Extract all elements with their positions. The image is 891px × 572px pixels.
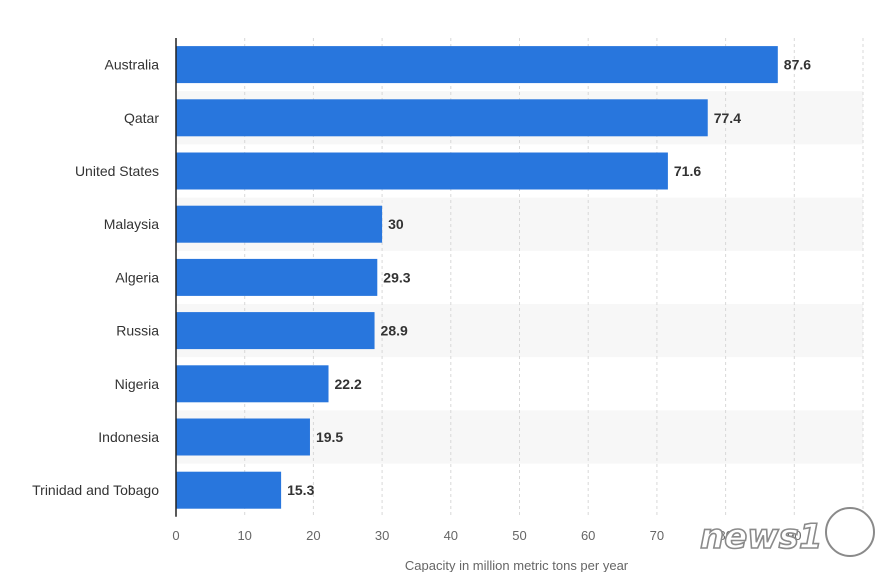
category-labels: Australia Qatar United States Malaysia Alger… [32,57,159,499]
value-label: 15.3 [287,482,314,498]
value-label: 19.5 [316,429,343,445]
value-label: 77.4 [714,110,741,126]
bar [176,471,282,509]
category-label: Indonesia [98,429,159,445]
watermark-text: news1 [700,517,823,557]
category-label: Nigeria [115,376,160,392]
x-tick-label: 20 [306,528,320,543]
bar [176,418,310,456]
x-tick-label: 50 [512,528,526,543]
x-tick-label: 60 [581,528,595,543]
category-label: Algeria [115,269,159,285]
category-label: Qatar [124,110,159,126]
x-tick-label: 0 [172,528,179,543]
bars [176,46,778,509]
value-label: 71.6 [674,163,701,179]
bar [176,312,375,350]
value-label: 30 [388,216,404,232]
x-tick-labels: 0102030405060708090100 [172,528,873,543]
x-tick-label: 30 [375,528,389,543]
watermark-badge-icon [825,507,875,557]
x-axis-title: Capacity in million metric tons per year [405,558,629,572]
x-tick-label: 40 [444,528,458,543]
category-label: Malaysia [104,216,159,232]
news1-watermark-logo: news1 [699,507,875,558]
value-label: 22.2 [335,376,362,392]
bar [176,152,668,190]
x-tick-label: 90 [787,528,801,543]
category-label: Trinidad and Tobago [32,482,159,498]
value-label: 87.6 [784,57,811,73]
value-label: 28.9 [381,323,408,339]
value-label: 29.3 [383,269,410,285]
bar [176,258,378,296]
category-label: Australia [105,57,160,73]
x-tick-label: 80 [718,528,732,543]
value-labels: 87.6 77.4 71.6 30 29.3 28.9 22.2 19.5 15.3 [287,57,811,499]
x-tick-label: 10 [237,528,251,543]
category-label: United States [75,163,159,179]
bar [176,365,329,403]
bar [176,205,383,243]
x-tick-label: 70 [650,528,664,543]
bar [176,99,708,137]
category-label: Russia [116,323,159,339]
bar [176,46,778,84]
